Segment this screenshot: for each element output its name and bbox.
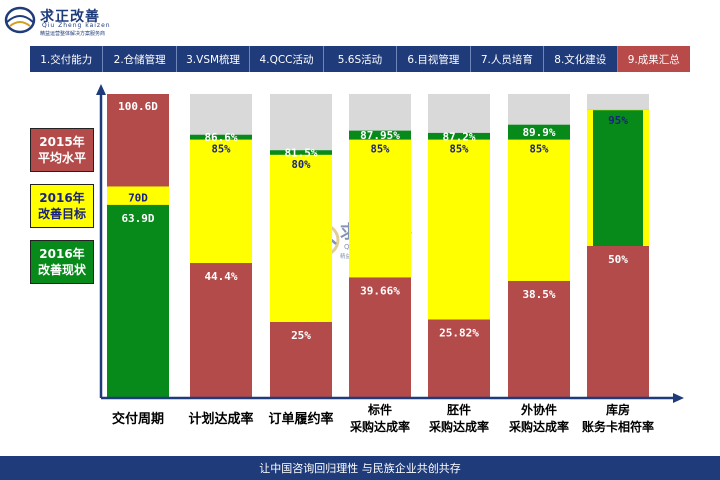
bar-4-target xyxy=(428,139,490,398)
bar-6-target xyxy=(587,109,649,246)
bar-2-remainder xyxy=(270,94,332,398)
section-tabs: 1.交付能力 2.仓储管理 3.VSM梳理 4.QCC活动 5.6S活动 6.目视管理 7.… xyxy=(30,46,690,72)
label-3-target: 85% xyxy=(371,144,391,156)
label-1-baseline: 44.4% xyxy=(204,270,237,283)
bar-3-remainder xyxy=(349,94,411,398)
bar-3-current xyxy=(349,130,411,398)
x-label-0-0: 交付周期 xyxy=(112,411,164,427)
tab-3[interactable]: 3.VSM梳理 xyxy=(177,46,251,72)
bar-1-current xyxy=(190,134,252,398)
bar-6-baseline xyxy=(587,246,649,398)
bar-3-target xyxy=(349,139,411,398)
legend-2016-current: 2016年 改善现状 xyxy=(30,240,94,284)
x-label-2-0: 订单履约率 xyxy=(268,411,333,427)
y-axis-arrow-icon xyxy=(96,84,106,95)
bar-4-remainder xyxy=(428,94,490,398)
x-label-3-0: 标件 xyxy=(367,402,392,417)
x-label-4-1: 采购达成率 xyxy=(428,419,489,434)
label-delivery-current: 63.9D xyxy=(121,212,154,225)
legend-2016-target: 2016年 改善目标 xyxy=(30,184,94,228)
bar-6-remainder xyxy=(587,94,649,398)
watermark: 求正改善 Qiu Zheng kaizen 精益运营整体解决方案服务商 xyxy=(296,221,412,260)
brand-subtitle: Qiu Zheng kaizen xyxy=(42,22,111,29)
bar-2-baseline xyxy=(270,322,332,398)
x-label-3-1: 采购达成率 xyxy=(349,419,410,434)
watermark-title: 求正改善 xyxy=(340,221,412,243)
bar-5-current xyxy=(508,124,570,398)
bar-1-baseline xyxy=(190,263,252,398)
bar-1-target xyxy=(190,139,252,398)
bar-2-current xyxy=(270,150,332,398)
x-axis-arrow-icon xyxy=(673,393,684,403)
bar-5-baseline xyxy=(508,280,570,398)
label-4-baseline: 25.82% xyxy=(439,327,479,340)
bar-delivery-baseline xyxy=(107,94,169,398)
tab-7[interactable]: 7.人员培育 xyxy=(471,46,545,72)
x-label-6-0: 库房 xyxy=(606,402,630,417)
bar-1-remainder xyxy=(190,94,252,398)
brand-logo: 求正改善 Qiu Zheng kaizen 精益运营整体解决方案服务商 xyxy=(4,4,134,38)
bar-6-current xyxy=(587,109,649,398)
tab-2[interactable]: 2.仓储管理 xyxy=(103,46,177,72)
label-3-baseline: 39.66% xyxy=(360,284,400,297)
bar-4-current xyxy=(428,132,490,399)
x-label-5-1: 采购达成率 xyxy=(508,419,569,434)
brand-tagline: 精益运营整体解决方案服务商 xyxy=(40,31,106,37)
legend-2015-baseline: 2015年 平均水平 xyxy=(30,128,94,172)
brand-mark-icon xyxy=(4,6,36,34)
label-4-target: 85% xyxy=(450,144,470,156)
tab-9[interactable]: 9.成果汇总 xyxy=(617,46,690,72)
label-1-target: 85% xyxy=(212,144,232,156)
bar-5-target xyxy=(508,139,570,398)
x-label-1-0: 计划达成率 xyxy=(188,411,253,427)
bar-delivery-current xyxy=(107,204,169,398)
bar-3-baseline xyxy=(349,277,411,398)
label-3-current: 87.95% xyxy=(360,129,400,142)
label-5-baseline: 38.5% xyxy=(522,288,555,301)
tab-5[interactable]: 5.6S活动 xyxy=(324,46,398,72)
x-label-4-0: 胚件 xyxy=(447,402,471,417)
x-label-6-1: 账务卡相符率 xyxy=(582,419,654,434)
label-5-target: 85% xyxy=(530,144,550,156)
watermark-subtitle: Qiu Zheng kaizen xyxy=(344,243,405,251)
label-2-baseline: 25% xyxy=(291,329,311,342)
tab-1[interactable]: 1.交付能力 xyxy=(30,46,104,72)
tab-6[interactable]: 6.目视管理 xyxy=(397,46,471,72)
watermark-swoosh-icon xyxy=(299,233,337,245)
bar-6-current-fill xyxy=(593,110,643,246)
footer-slogan: 让中国咨询回归理性 与民族企业共创共存 xyxy=(0,456,720,480)
bar-groups: 100.6D70D63.9D86.6%85%44.4%81.5%80%25%87… xyxy=(107,94,649,399)
bar-delivery-target xyxy=(107,186,169,398)
label-6-current: 95% xyxy=(608,114,628,127)
bar-5-remainder xyxy=(508,94,570,398)
watermark-mark-icon xyxy=(296,221,340,259)
bar-2-target xyxy=(270,154,332,398)
tab-8[interactable]: 8.文化建设 xyxy=(544,46,618,72)
label-5-current: 89.9% xyxy=(522,126,555,139)
label-4-current: 87.2% xyxy=(442,130,475,143)
label-delivery-target: 70D xyxy=(128,191,148,204)
brand-title: 求正改善 xyxy=(40,9,100,25)
label-delivery-baseline: 100.6D xyxy=(118,100,158,113)
tab-4[interactable]: 4.QCC活动 xyxy=(250,46,324,72)
bar-4-baseline xyxy=(428,319,490,398)
label-2-target: 80% xyxy=(292,159,312,171)
label-6-baseline: 50% xyxy=(608,253,628,266)
label-2-current: 81.5% xyxy=(284,147,317,160)
x-label-5-0: 外协件 xyxy=(521,402,557,417)
watermark-tagline: 精益运营整体解决方案服务商 xyxy=(340,252,412,260)
label-1-current: 86.6% xyxy=(204,131,237,144)
axes xyxy=(96,84,684,403)
